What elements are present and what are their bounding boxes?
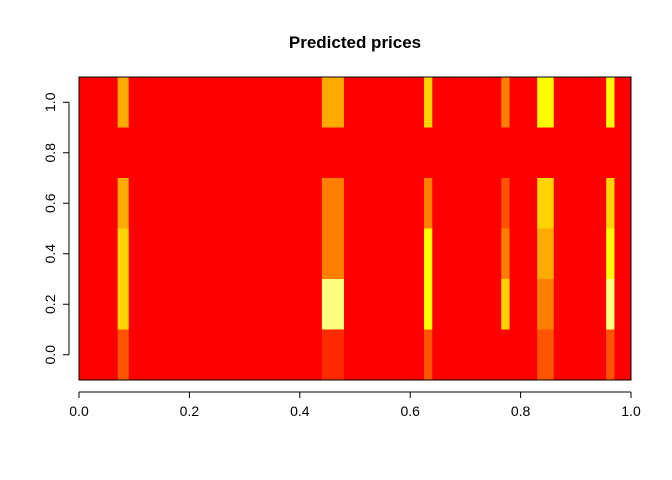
heatmap-cell	[606, 127, 615, 178]
heatmap-cell	[321, 178, 344, 229]
heatmap-cell	[606, 77, 615, 128]
heatmap-cell	[424, 127, 433, 178]
heatmap-cell	[424, 329, 433, 380]
y-tick-label: 0.4	[42, 244, 58, 264]
heatmap-cell	[117, 329, 129, 380]
y-tick-label: 1.0	[42, 92, 58, 112]
x-tick-label: 0.2	[180, 403, 200, 419]
heatmap-cell	[537, 329, 554, 380]
heatmap-cell	[501, 329, 510, 380]
heatmap-cell	[501, 127, 510, 178]
heatmap-cell	[424, 228, 433, 279]
heatmap-cell	[321, 127, 344, 178]
heatmap-cell	[537, 228, 554, 279]
x-tick-label: 0.8	[511, 403, 531, 419]
heatmap-cell	[117, 279, 129, 330]
heatmap-cell	[424, 279, 433, 330]
heatmap-cell	[537, 127, 554, 178]
x-tick-label: 0.6	[400, 403, 420, 419]
y-tick-label: 0.6	[42, 193, 58, 213]
heatmap-cell	[321, 329, 344, 380]
heatmap-cell	[117, 178, 129, 229]
heatmap-cell	[501, 178, 510, 229]
heatmap-cell	[117, 228, 129, 279]
heatmap-cell	[321, 279, 344, 330]
x-axis: 0.0 0.2 0.4 0.6 0.8 1.0	[69, 391, 641, 419]
y-tick-label: 0.0	[42, 345, 58, 365]
heatmap-cell	[321, 228, 344, 279]
heatmap-cell	[424, 178, 433, 229]
heatmap-cell	[501, 77, 510, 128]
heatmap-cell	[117, 127, 129, 178]
heatmap-cell	[606, 279, 615, 330]
heatmap-cell	[321, 77, 344, 128]
heatmap-cell	[606, 178, 615, 229]
x-tick-label: 0.0	[69, 403, 89, 419]
heatmap-cell	[424, 77, 433, 128]
heatmap-cell	[537, 279, 554, 330]
heatmap-cell	[501, 228, 510, 279]
heatmap-cells	[79, 77, 631, 380]
heatmap-cell	[606, 228, 615, 279]
heatmap-cell	[606, 329, 615, 380]
heatmap-cell	[501, 279, 510, 330]
heatmap-cell	[117, 77, 129, 128]
y-tick-label: 0.2	[42, 294, 58, 314]
y-tick-label: 0.8	[42, 143, 58, 163]
chart-title: Predicted prices	[289, 33, 421, 52]
heatmap-cell	[537, 77, 554, 128]
x-tick-label: 1.0	[621, 403, 641, 419]
y-axis: 0.0 0.2 0.4 0.6 0.8 1.0	[42, 92, 70, 365]
x-tick-label: 0.4	[290, 403, 310, 419]
plot-frame	[78, 76, 632, 381]
heatmap-cell	[537, 178, 554, 229]
